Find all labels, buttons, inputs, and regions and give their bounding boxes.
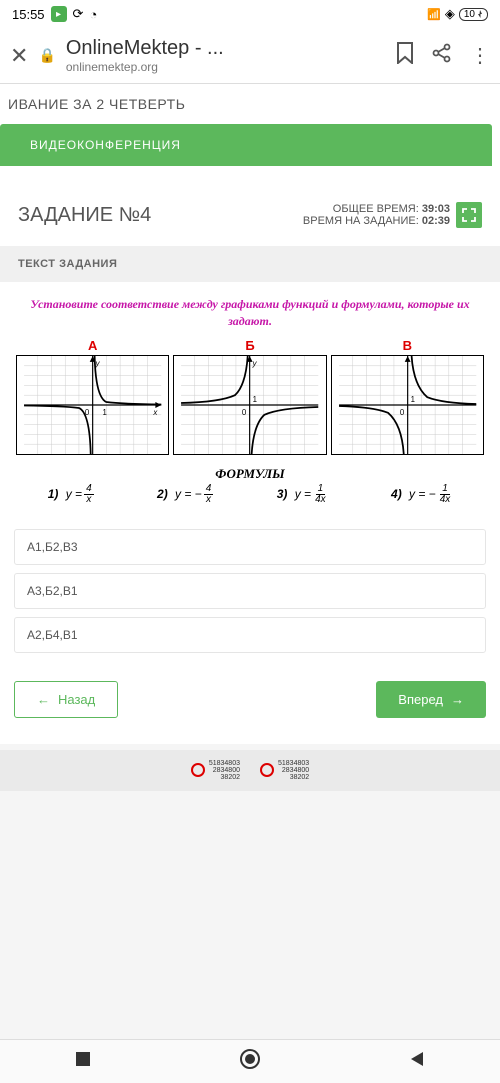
graph-b: Б y 0 1	[173, 338, 326, 460]
back-button-nav[interactable]	[408, 1050, 426, 1073]
red-circle-icon	[260, 763, 274, 777]
android-nav-bar	[0, 1039, 500, 1083]
back-button[interactable]: ← Назад	[14, 681, 118, 718]
strip-item-2: 51834803283480038202	[260, 760, 309, 781]
close-icon[interactable]: ✕	[10, 43, 28, 69]
videoconference-button[interactable]: ВИДЕОКОНФЕРЕНЦИЯ	[0, 124, 492, 166]
bottom-strip: 51834803283480038202 5183480328348003820…	[0, 750, 500, 791]
signal-icon: 📶	[427, 8, 441, 21]
app-icon: ▸	[51, 6, 67, 22]
forward-button[interactable]: Вперед →	[376, 681, 486, 718]
formulas-row: 1) y = 4x 2) y = − 4x 3) y = 14x 4) y = …	[10, 482, 490, 515]
home-button[interactable]	[239, 1048, 261, 1075]
cloud-icon: ◔	[89, 7, 97, 22]
status-bar: 15:55 ▸ ⟳ ◔ 📶 ◈ 10	[0, 0, 500, 28]
sync-icon: ⟳	[73, 6, 84, 22]
nav-buttons: ← Назад Вперед →	[0, 661, 500, 744]
svg-text:y: y	[252, 358, 258, 367]
answer-option-2[interactable]: А3,Б2,В1	[14, 573, 486, 609]
task-text-header: ТЕКСТ ЗАДАНИЯ	[0, 246, 500, 282]
graph-a: А y x 0 1	[16, 338, 169, 460]
answer-option-1[interactable]: А1,Б2,В3	[14, 529, 486, 565]
graphs-row: А y x 0 1	[10, 338, 490, 460]
graph-v: В 0 1	[331, 338, 484, 460]
recent-apps-button[interactable]	[74, 1050, 92, 1073]
task-header: ЗАДАНИЕ №4 ОБЩЕЕ ВРЕМЯ: 39:03 ВРЕМЯ НА З…	[0, 174, 500, 246]
svg-text:x: x	[152, 407, 158, 416]
svg-text:1: 1	[410, 395, 414, 404]
wifi-icon: ◈	[445, 6, 455, 22]
arrow-right-icon: →	[451, 692, 464, 707]
quarter-banner: ИВАНИЕ ЗА 2 ЧЕТВЕРТЬ	[0, 84, 500, 124]
site-url: onlinemektep.org	[66, 60, 386, 74]
problem-area: Установите соответствие между графиками …	[0, 282, 500, 529]
svg-text:1: 1	[102, 407, 106, 416]
formula-4: 4) y = − 14x	[391, 484, 452, 505]
svg-text:0: 0	[242, 407, 247, 416]
strip-item-1: 51834803283480038202	[191, 760, 240, 781]
fullscreen-button[interactable]	[456, 202, 482, 228]
site-title: OnlineMektep - ...	[66, 37, 386, 60]
svg-text:1: 1	[253, 395, 257, 404]
instruction-text: Установите соответствие между графиками …	[10, 296, 490, 338]
battery-indicator: 10	[459, 8, 488, 21]
lock-icon: 🔒	[38, 47, 55, 64]
arrow-left-icon: ←	[37, 692, 50, 707]
url-section[interactable]: OnlineMektep - ... onlinemektep.org	[66, 37, 386, 74]
formula-2: 2) y = − 4x	[157, 484, 213, 505]
bookmark-icon[interactable]	[396, 42, 414, 70]
share-icon[interactable]	[432, 43, 452, 69]
red-circle-icon	[191, 763, 205, 777]
formulas-title: ФОРМУЛЫ	[10, 466, 490, 482]
status-time: 15:55	[12, 7, 45, 22]
svg-text:0: 0	[399, 407, 404, 416]
formula-3: 3) y = 14x	[277, 484, 328, 505]
answer-options: А1,Б2,В3 А3,Б2,В1 А2,Б4,В1	[0, 529, 500, 653]
menu-icon[interactable]: ⋮	[470, 43, 490, 68]
task-title: ЗАДАНИЕ №4	[18, 204, 151, 227]
answer-option-3[interactable]: А2,Б4,В1	[14, 617, 486, 653]
browser-bar: ✕ 🔒 OnlineMektep - ... onlinemektep.org …	[0, 28, 500, 84]
time-block: ОБЩЕЕ ВРЕМЯ: 39:03 ВРЕМЯ НА ЗАДАНИЕ: 02:…	[303, 203, 450, 227]
formula-1: 1) y = 4x	[48, 484, 94, 505]
